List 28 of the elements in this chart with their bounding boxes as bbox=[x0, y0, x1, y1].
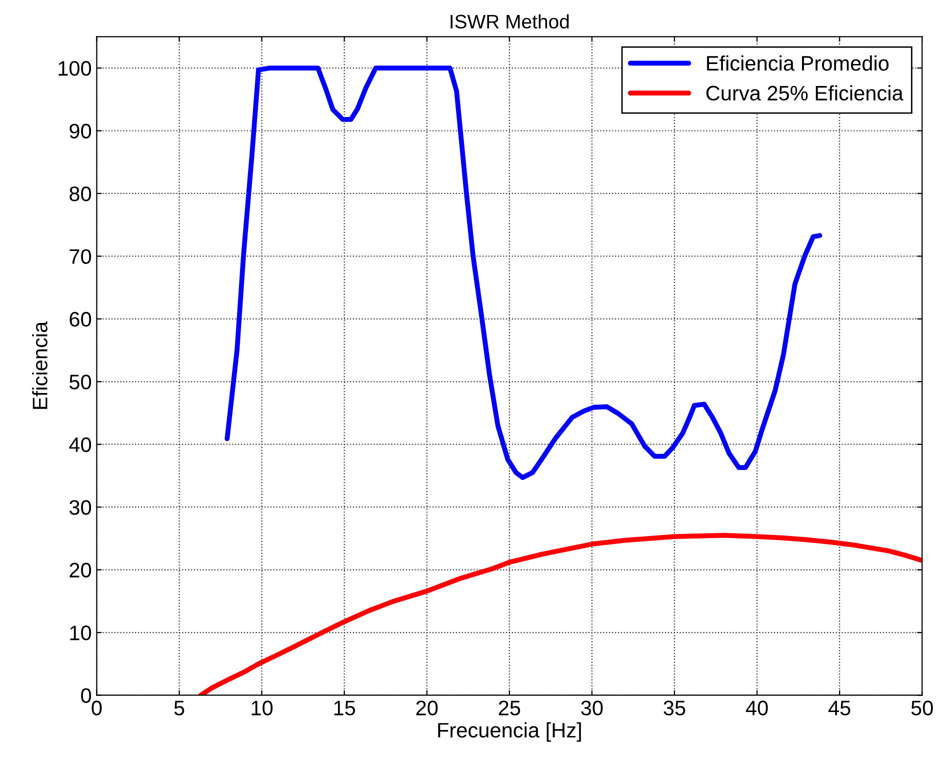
x-tick-label: 45 bbox=[828, 700, 850, 716]
x-tick-label: 5 bbox=[174, 700, 184, 716]
y-tick-label: 30 bbox=[69, 500, 92, 515]
y-axis-title: Eficiencia bbox=[32, 321, 48, 409]
y-tick-label: 100 bbox=[58, 61, 92, 76]
x-tick-label: 20 bbox=[416, 700, 438, 716]
y-tick-label: 80 bbox=[70, 186, 92, 202]
x-tick-label: 35 bbox=[664, 700, 686, 716]
chart-title: ISWR Method bbox=[450, 14, 569, 29]
line-series bbox=[198, 532, 922, 696]
legend-label: Eficiencia Promedio bbox=[707, 55, 889, 71]
x-tick-label: 40 bbox=[746, 700, 768, 716]
legend-label: Curva 25% Eficiencia bbox=[706, 85, 904, 101]
y-tick-label: 20 bbox=[70, 562, 92, 578]
x-tick-label: 25 bbox=[498, 700, 520, 716]
x-tick-label: 0 bbox=[92, 700, 102, 716]
x-tick-label: 50 bbox=[911, 700, 933, 716]
x-axis-title: Frecuencia [Hz] bbox=[438, 722, 581, 742]
y-tick-label: 0 bbox=[81, 688, 92, 703]
y-tick-label: 60 bbox=[70, 312, 92, 327]
y-tick-label: 50 bbox=[70, 374, 92, 390]
x-tick-label: 15 bbox=[334, 700, 356, 716]
x-tick-label: 30 bbox=[581, 700, 603, 716]
y-tick-label: 70 bbox=[70, 249, 92, 264]
y-tick-label: 40 bbox=[69, 437, 92, 452]
y-tick-label: 90 bbox=[70, 124, 92, 139]
y-tick-label: 10 bbox=[70, 626, 92, 640]
x-tick-label: 10 bbox=[252, 700, 273, 716]
